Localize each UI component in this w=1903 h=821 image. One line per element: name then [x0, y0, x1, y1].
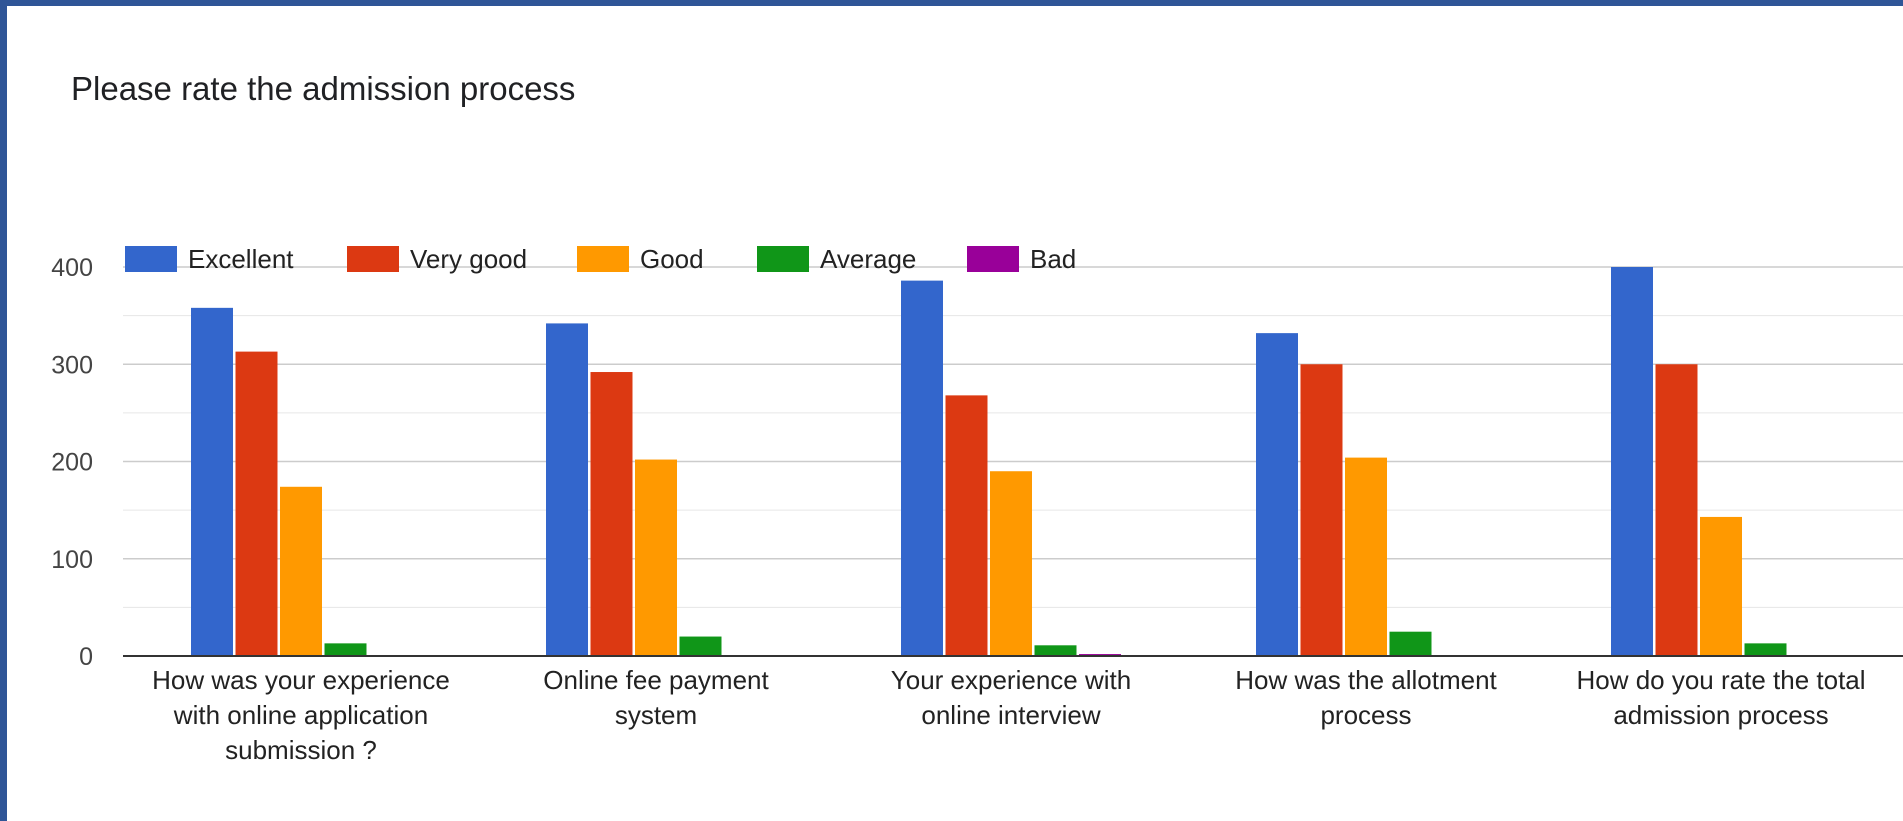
x-tick-label: online interview	[921, 700, 1100, 730]
chart-card: Please rate the admission process 0 100 20…	[7, 6, 1903, 821]
legend-label: Excellent	[188, 244, 294, 274]
bar	[546, 323, 588, 656]
bar	[945, 395, 988, 656]
x-tick-label: How do you rate the total	[1576, 665, 1865, 695]
bar	[635, 459, 677, 656]
x-tick-label: Online fee payment	[543, 665, 769, 695]
bar	[1300, 364, 1343, 656]
x-tick-label: Your experience with	[891, 665, 1131, 695]
legend-swatch	[967, 246, 1019, 272]
bar	[1611, 267, 1653, 656]
bar	[1655, 364, 1698, 656]
x-tick-label: system	[615, 700, 697, 730]
legend-swatch	[757, 246, 809, 272]
x-tick-label: submission ?	[225, 735, 377, 765]
y-tick-label: 400	[51, 254, 93, 282]
bar	[280, 486, 322, 656]
legend-swatch	[577, 246, 629, 272]
legend-label: Average	[820, 244, 916, 274]
chart-title: Please rate the admission process	[71, 70, 576, 107]
y-tick-label: 0	[79, 643, 93, 671]
bar	[1744, 643, 1787, 656]
legend-swatch	[347, 246, 399, 272]
x-tick-label: process	[1320, 700, 1411, 730]
bar	[1345, 457, 1387, 656]
bar	[191, 307, 233, 656]
y-tick-label: 100	[51, 546, 93, 574]
bar	[1034, 645, 1077, 656]
bar-chart: 0 100 200 300 400 How was your experience with…	[51, 244, 1903, 765]
legend-label: Bad	[1030, 244, 1076, 274]
bars	[191, 267, 1787, 656]
x-tick-label: How was your experience	[152, 665, 450, 695]
x-tick-label: admission process	[1613, 700, 1828, 730]
bar	[679, 636, 722, 656]
x-tick-label: How was the allotment	[1235, 665, 1497, 695]
bar	[990, 471, 1032, 656]
legend: Excellent Very good Good Average Bad	[125, 244, 1076, 274]
bar	[901, 280, 943, 656]
bar	[1700, 516, 1742, 656]
x-tick-label: with online application	[173, 700, 428, 730]
bar	[324, 643, 367, 656]
legend-label: Very good	[410, 244, 527, 274]
y-tick-label: 200	[51, 449, 93, 477]
legend-label: Good	[640, 244, 704, 274]
bar	[1256, 333, 1298, 656]
legend-swatch	[125, 246, 177, 272]
y-tick-label: 300	[51, 351, 93, 379]
bar	[235, 351, 278, 656]
bar	[1389, 631, 1432, 656]
bar	[590, 372, 633, 656]
axes: 0 100 200 300 400 How was your experience with…	[51, 254, 1903, 765]
